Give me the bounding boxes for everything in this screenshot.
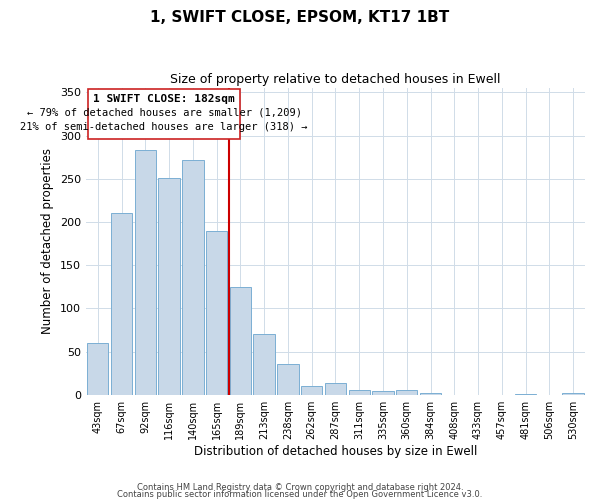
Bar <box>253 334 275 394</box>
Bar <box>277 364 299 394</box>
Bar <box>396 390 418 394</box>
Bar <box>325 382 346 394</box>
Text: 21% of semi-detached houses are larger (318) →: 21% of semi-detached houses are larger (… <box>20 122 308 132</box>
Bar <box>562 393 584 394</box>
Bar <box>420 393 441 394</box>
Text: Contains public sector information licensed under the Open Government Licence v3: Contains public sector information licen… <box>118 490 482 499</box>
Text: 1 SWIFT CLOSE: 182sqm: 1 SWIFT CLOSE: 182sqm <box>93 94 235 104</box>
X-axis label: Distribution of detached houses by size in Ewell: Distribution of detached houses by size … <box>194 444 477 458</box>
Text: 1, SWIFT CLOSE, EPSOM, KT17 1BT: 1, SWIFT CLOSE, EPSOM, KT17 1BT <box>151 10 449 25</box>
FancyBboxPatch shape <box>88 89 241 139</box>
Bar <box>349 390 370 394</box>
Title: Size of property relative to detached houses in Ewell: Size of property relative to detached ho… <box>170 72 501 86</box>
Bar <box>230 286 251 395</box>
Bar <box>134 150 156 394</box>
Text: Contains HM Land Registry data © Crown copyright and database right 2024.: Contains HM Land Registry data © Crown c… <box>137 484 463 492</box>
Bar <box>158 178 180 394</box>
Bar <box>372 392 394 394</box>
Text: ← 79% of detached houses are smaller (1,209): ← 79% of detached houses are smaller (1,… <box>26 108 302 118</box>
Bar <box>182 160 203 394</box>
Y-axis label: Number of detached properties: Number of detached properties <box>41 148 55 334</box>
Bar <box>111 214 132 394</box>
Bar <box>87 343 109 394</box>
Bar <box>206 230 227 394</box>
Bar <box>301 386 322 394</box>
